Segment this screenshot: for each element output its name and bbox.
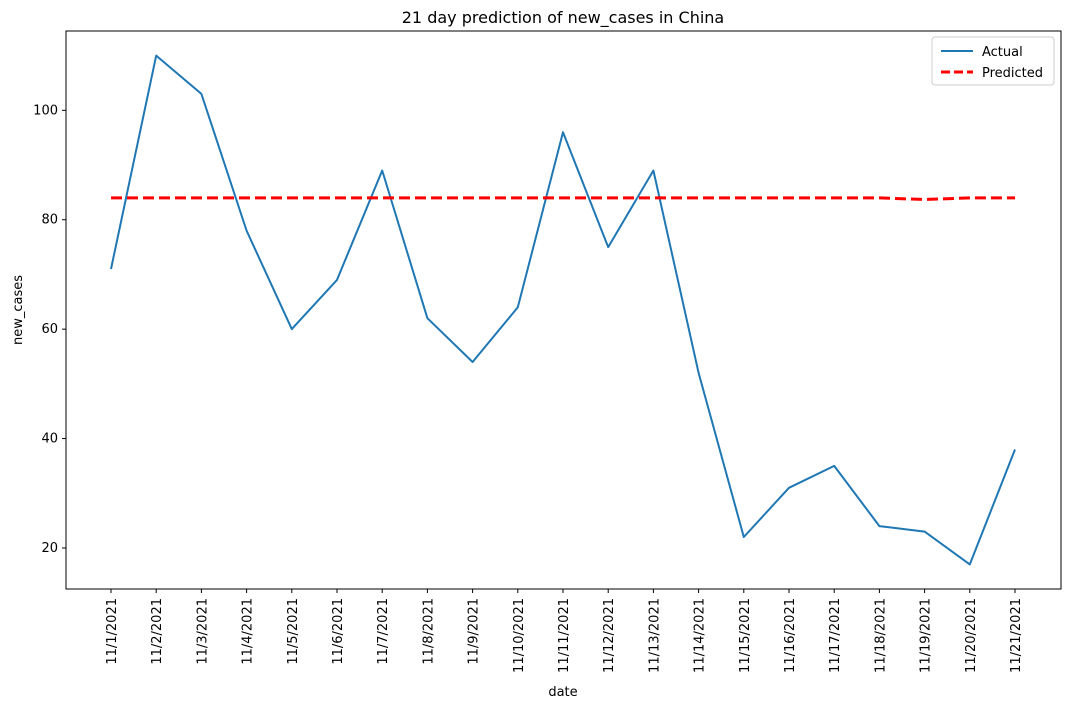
x-tick-label: 11/20/2021 [964,598,979,673]
plot-area [65,30,1062,590]
x-tick-label: 11/13/2021 [647,598,662,673]
x-axis-ticks: 11/1/2021 11/2/2021 11/3/2021 11/4/2021 11/5… [105,589,1024,673]
y-axis-ticks: 20 40 60 80 100 [33,103,66,556]
y-axis-label: new_cases [11,275,26,345]
x-tick-label: 11/18/2021 [873,598,888,673]
x-tick-label: 11/4/2021 [241,598,256,665]
x-tick-label: 11/2/2021 [150,598,165,665]
x-tick-label: 11/19/2021 [919,598,934,673]
y-tick-label: 60 [41,322,58,337]
series-layer [110,54,1016,566]
x-tick-label: 11/10/2021 [512,598,527,673]
series-line-predicted [111,196,1015,201]
x-tick-label: 11/9/2021 [467,598,482,665]
legend-label-predicted: Predicted [982,66,1043,81]
y-tick-label: 80 [41,213,58,228]
chart-title: 21 day prediction of new_cases in China [402,8,724,28]
x-tick-label: 11/12/2021 [602,598,617,673]
x-tick-label: 11/6/2021 [331,598,346,665]
y-tick-label: 20 [41,541,58,556]
x-tick-label: 11/1/2021 [105,598,120,665]
x-tick-label: 11/15/2021 [738,598,753,673]
x-tick-label: 11/7/2021 [376,598,391,665]
legend: Actual Predicted [931,36,1055,86]
x-tick-label: 11/14/2021 [693,598,708,673]
x-tick-label: 11/8/2021 [421,598,436,665]
x-tick-label: 11/17/2021 [828,598,843,673]
x-tick-label: 11/5/2021 [286,598,301,665]
series-line-actual [110,54,1016,566]
x-tick-label: 11/16/2021 [783,598,798,673]
x-tick-label: 11/11/2021 [557,598,572,673]
x-axis-label: date [548,685,577,700]
x-tick-label: 11/21/2021 [1009,598,1024,673]
y-tick-label: 40 [41,432,58,447]
y-tick-label: 100 [33,103,58,118]
x-tick-label: 11/3/2021 [195,598,210,665]
legend-label-actual: Actual [982,45,1023,60]
